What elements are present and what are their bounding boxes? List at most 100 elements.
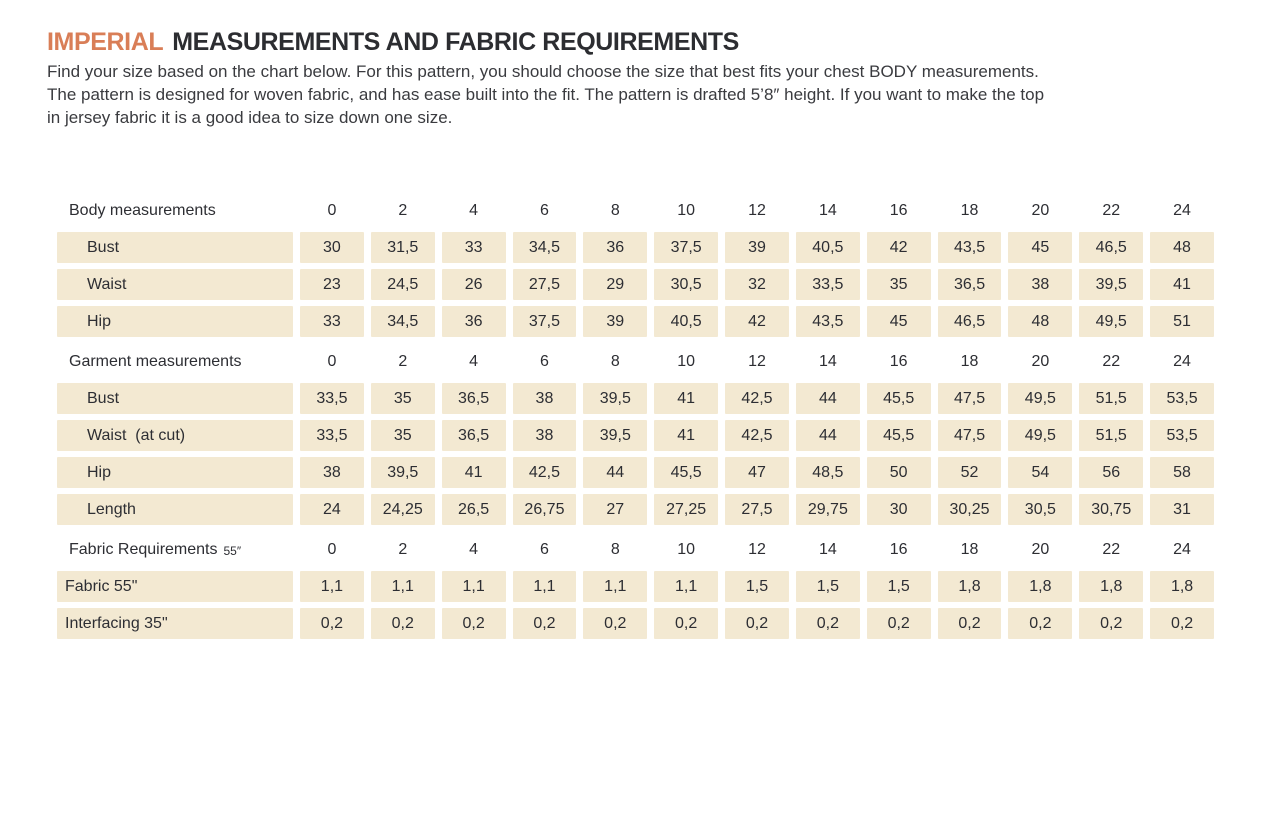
row-label: Interfacing 35": [57, 608, 293, 639]
measurement-cell: 29: [583, 269, 648, 300]
table-row: Waist 23 24,5 26 27,5 29 30,5 32 33,5 35 36,5 38 39,…: [57, 269, 1214, 300]
measurement-cell: 33,5: [300, 420, 364, 451]
size-column-header: 20: [1031, 201, 1050, 219]
table-row: Bust 30 31,5 33 34,5 36 37,5 39 40,5 42 43,5 45 46,5…: [57, 232, 1214, 263]
measurement-cell: 51,5: [1079, 383, 1144, 414]
measurement-cell: 40,5: [795, 232, 860, 263]
size-column-header: 16: [889, 201, 908, 219]
measurement-cell: 42: [725, 306, 789, 337]
measurement-cell: 41: [654, 383, 719, 414]
section-header-text: Fabric Requirements: [69, 540, 218, 558]
table-row: Waist (at cut) 33,5 35 36,5 38 39,5 41 42,5 44 45…: [57, 420, 1214, 451]
size-column-header: 12: [748, 352, 766, 370]
measurement-cell: 24,5: [370, 269, 435, 300]
measurement-cell: 38: [1008, 269, 1073, 300]
measurement-cell: 41: [441, 457, 506, 488]
measurement-cell: 0,2: [512, 608, 577, 639]
size-column-header: 2: [398, 540, 408, 558]
section-header-label: Fabric Requirements 55″: [57, 531, 293, 568]
measurement-cell: 0,2: [1008, 608, 1073, 639]
size-column-header: 24: [1173, 201, 1191, 219]
measurement-cell: 50: [866, 457, 931, 488]
measurement-cell: 27,25: [654, 494, 719, 525]
measurement-cell: 44: [583, 457, 648, 488]
size-column-header: 12: [748, 540, 766, 558]
table-row: Interfacing 35" 0,2 0,2 0,2 0,2 0,2 0,2 0,2 0,2 0…: [57, 608, 1214, 639]
measurement-cell: 39,5: [370, 457, 435, 488]
measurement-cell: 0,2: [300, 608, 364, 639]
size-column-header: 18: [960, 352, 979, 370]
measurement-cell: 40,5: [654, 306, 719, 337]
measurement-cell: 42,5: [725, 420, 789, 451]
size-column-header: 14: [818, 352, 837, 370]
section-header-row: Fabric Requirements 55″ 0 2 4 6 8 10 12 14 16 18 20 2…: [57, 531, 1214, 568]
size-column-header: 8: [610, 540, 620, 558]
size-column-header: 2: [398, 352, 408, 370]
size-column-header: 14: [818, 201, 837, 219]
section-header-row: Body measurements 0 2 4 6 8 10 12 14 16 18 20 22 24: [57, 192, 1214, 229]
measurement-cell: 1,8: [937, 571, 1002, 602]
size-column-header: 14: [818, 540, 837, 558]
table-row: Bust 33,5 35 36,5 38 39,5 41 42,5 44 45,5 47,5 49,5…: [57, 383, 1214, 414]
measurement-cell: 1,1: [370, 571, 435, 602]
measurement-cell: 1,5: [725, 571, 789, 602]
measurement-cell: 36,5: [937, 269, 1002, 300]
measurement-cell: 37,5: [654, 232, 719, 263]
size-column-header: 22: [1102, 201, 1121, 219]
measurement-cell: 45: [866, 306, 931, 337]
size-column-header: 0: [327, 352, 337, 370]
section-header-text: Body measurements: [69, 201, 216, 219]
measurement-cell: 46,5: [1079, 232, 1144, 263]
measurement-cell: 35: [370, 420, 435, 451]
size-column-header: 4: [469, 352, 479, 370]
measurement-cell: 27,5: [725, 494, 789, 525]
measurement-cell: 27,5: [512, 269, 577, 300]
row-label: Hip: [57, 457, 293, 488]
measurement-cell: 0,2: [866, 608, 931, 639]
intro-line: in jersey fabric it is a good idea to si…: [47, 108, 453, 127]
size-column-header: 4: [469, 540, 479, 558]
measurement-cell: 39,5: [583, 383, 648, 414]
measurement-cell: 51,5: [1079, 420, 1144, 451]
measurement-cell: 38: [512, 383, 577, 414]
measurement-cell: 49,5: [1008, 383, 1073, 414]
measurement-cell: 45,5: [866, 383, 931, 414]
measurement-cell: 26: [441, 269, 506, 300]
page-title-accent: IMPERIAL: [47, 28, 164, 56]
measurement-cell: 44: [795, 383, 860, 414]
measurement-cell: 49,5: [1079, 306, 1144, 337]
row-label: Fabric 55": [57, 571, 293, 602]
measurement-cell: 30,5: [654, 269, 719, 300]
size-column-header: 10: [677, 201, 696, 219]
size-column-header: 2: [398, 201, 408, 219]
measurement-cell: 1,5: [795, 571, 860, 602]
measurement-cell: 49,5: [1008, 420, 1073, 451]
measurement-cell: 34,5: [370, 306, 435, 337]
measurement-cell: 23: [300, 269, 364, 300]
size-column-header: 6: [540, 201, 549, 219]
measurement-cell: 36: [441, 306, 506, 337]
intro-paragraph: Find your size based on the chart below.…: [47, 60, 1044, 129]
measurement-cell: 52: [937, 457, 1002, 488]
size-column-header: 10: [677, 352, 696, 370]
size-column-header: 20: [1031, 352, 1050, 370]
row-label: Bust: [57, 232, 293, 263]
size-table: Body measurements 0 2 4 6 8 10 12 14 16 18 20 22 24 Bu…: [57, 189, 1214, 645]
size-column-header: 20: [1031, 540, 1050, 558]
measurement-cell: 53,5: [1150, 420, 1214, 451]
measurement-cell: 1,1: [512, 571, 577, 602]
size-column-header: 8: [610, 201, 620, 219]
measurement-cell: 48: [1008, 306, 1073, 337]
measurement-cell: 38: [300, 457, 364, 488]
measurement-cell: 39: [583, 306, 648, 337]
table-row: Hip 33 34,5 36 37,5 39 40,5 42 43,5 45 46,5 48 49,5 5…: [57, 306, 1214, 337]
measurement-cell: 45,5: [654, 457, 719, 488]
size-column-header: 4: [469, 201, 479, 219]
measurement-cell: 47: [725, 457, 789, 488]
measurement-cell: 26,5: [441, 494, 506, 525]
measurement-cell: 38: [512, 420, 577, 451]
table-row: Length 24 24,25 26,5 26,75 27 27,25 27,5 29,75 30…: [57, 494, 1214, 525]
table-row: Fabric 55" 1,1 1,1 1,1 1,1 1,1 1,1 1,5 1,5 1,5 1,8…: [57, 571, 1214, 602]
section-header-text: Garment measurements: [69, 352, 242, 370]
